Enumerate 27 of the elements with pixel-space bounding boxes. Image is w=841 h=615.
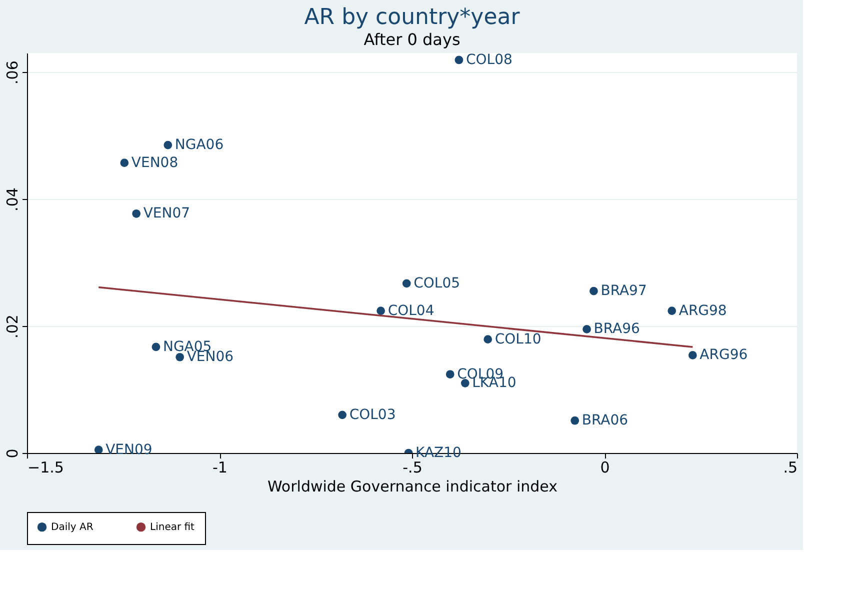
x-tick-label: .5 bbox=[783, 458, 798, 476]
data-label: VEN08 bbox=[131, 154, 178, 171]
chart-subtitle: After 0 days bbox=[364, 30, 460, 49]
data-label: COL10 bbox=[494, 331, 542, 348]
data-label: NGA06 bbox=[174, 137, 224, 154]
data-label: VEN07 bbox=[143, 206, 190, 222]
data-label: COL03 bbox=[349, 406, 396, 423]
data-label: COL08 bbox=[466, 52, 512, 68]
x-tick-label: 0 bbox=[600, 458, 610, 476]
x-tick-label: -.5 bbox=[402, 458, 422, 476]
data-label: ARG96 bbox=[700, 347, 748, 364]
chart-title: AR by country*year bbox=[304, 4, 521, 30]
data-label: BRA97 bbox=[600, 283, 647, 300]
data-label: COL04 bbox=[388, 302, 434, 319]
data-label: COL05 bbox=[414, 275, 460, 292]
x-tick-label: −1.5 bbox=[28, 458, 64, 476]
legend-label: Linear fit bbox=[150, 522, 195, 534]
y-tick-label: 0 bbox=[4, 448, 22, 458]
y-tick-label: .04 bbox=[4, 188, 22, 212]
data-label: ARG98 bbox=[678, 302, 727, 319]
x-axis-title: Worldwide Governance indicator index bbox=[267, 478, 558, 496]
y-tick-label: .02 bbox=[4, 314, 22, 338]
data-label: BRA06 bbox=[582, 412, 628, 429]
y-tick-label: .06 bbox=[4, 60, 22, 84]
legend-label: Daily AR bbox=[51, 522, 94, 534]
x-tick-label: -1 bbox=[212, 458, 228, 476]
data-label: BRA96 bbox=[594, 321, 640, 338]
